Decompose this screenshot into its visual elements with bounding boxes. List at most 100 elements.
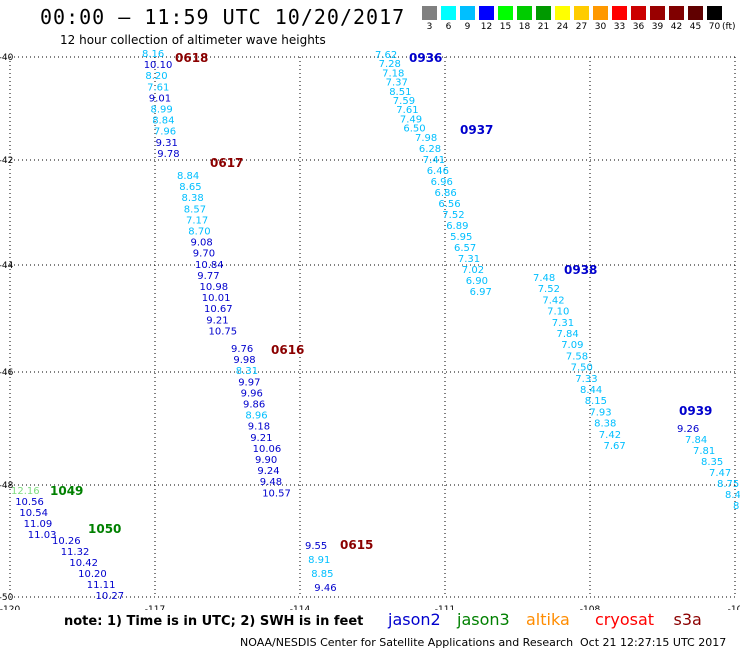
scale-label: 33 xyxy=(613,22,626,32)
wave-height-value: 7.37 xyxy=(386,78,408,89)
wave-height-value: 8.84 xyxy=(152,116,174,127)
wave-height-value: 8.42 xyxy=(725,490,740,501)
wave-height-value: 7.41 xyxy=(423,155,445,166)
scale-label: 24 xyxy=(556,22,569,32)
wave-height-value: 9.31 xyxy=(156,138,178,149)
scale-label: 3 xyxy=(426,22,433,32)
wave-height-value: 9.96 xyxy=(241,388,263,399)
wave-height-value: 7.93 xyxy=(589,407,611,418)
wave-height-value: 7.31 xyxy=(552,318,574,329)
wave-height-value: 8.05 xyxy=(733,501,740,512)
wave-height-value: 9.55 xyxy=(305,541,327,552)
wave-height-value: 11.32 xyxy=(61,547,90,558)
scale-swatch xyxy=(574,6,589,20)
legend-item-jason2: jason2 xyxy=(388,610,441,629)
footer-note: note: 1) Time is in UTC; 2) SWH is in fe… xyxy=(64,614,364,629)
scale-swatch xyxy=(669,6,684,20)
wave-height-value: 7.09 xyxy=(561,340,583,351)
scale-label: 27 xyxy=(575,22,588,32)
chart-subtitle: 12 hour collection of altimeter wave hei… xyxy=(60,33,326,47)
wave-height-value: 6.90 xyxy=(466,276,488,287)
latitude-label: -48 xyxy=(0,481,14,491)
wave-height-value: 7.98 xyxy=(415,133,437,144)
scale-label: 9 xyxy=(464,22,471,32)
wave-height-value: 7.48 xyxy=(533,273,555,284)
longitude-label: -111 xyxy=(435,605,455,610)
wave-height-value: 7.84 xyxy=(685,435,707,446)
legend-item-altika: altika xyxy=(526,610,570,629)
pass-time-label: 0617 xyxy=(210,156,243,170)
wave-height-value: 7.61 xyxy=(396,105,418,116)
scale-label: 39 xyxy=(651,22,664,32)
scale-swatch xyxy=(593,6,608,20)
wave-height-value: 6.86 xyxy=(435,188,457,199)
scale-swatch xyxy=(631,6,646,20)
wave-height-value: 9.76 xyxy=(231,344,253,355)
wave-height-value: 7.84 xyxy=(557,329,579,340)
wave-height-value: 8.31 xyxy=(236,366,258,377)
pass-time-label: 1049 xyxy=(50,484,83,498)
wave-height-value: 10.67 xyxy=(204,304,233,315)
wave-height-value: 5.95 xyxy=(450,232,472,243)
wave-height-value: 9.98 xyxy=(233,355,255,366)
scale-label: 42 xyxy=(670,22,683,32)
scale-label: 36 xyxy=(632,22,645,32)
wave-height-value: 9.24 xyxy=(257,466,279,477)
wave-height-value: 10.10 xyxy=(144,60,173,71)
wave-height-value: 8.57 xyxy=(184,204,206,215)
wave-height-value: 10.27 xyxy=(96,591,125,602)
footer: note: 1) Time is in UTC; 2) SWH is in fe… xyxy=(0,610,740,650)
scale-swatch xyxy=(688,6,703,20)
wave-height-value: 7.42 xyxy=(542,295,564,306)
wave-height-value: 8.35 xyxy=(701,457,723,468)
wave-height-value: 7.52 xyxy=(442,210,464,221)
scale-label: 12 xyxy=(480,22,493,32)
wave-height-value: 8.84 xyxy=(177,171,199,182)
longitude-label: -114 xyxy=(290,605,311,610)
wave-height-value: 7.50 xyxy=(571,363,593,374)
scale-swatch xyxy=(460,6,475,20)
legend-item-s3a: s3a xyxy=(673,610,702,629)
wave-height-value: 7.18 xyxy=(382,68,404,79)
wave-height-value: 8.51 xyxy=(389,87,411,98)
wave-height-value: 8.75 xyxy=(717,479,739,490)
scale-swatch xyxy=(479,6,494,20)
wave-height-value: 7.17 xyxy=(186,215,208,226)
pass-time-label: 1050 xyxy=(88,522,121,536)
wave-height-value: 6.28 xyxy=(419,144,441,155)
wave-height-value: 7.61 xyxy=(147,82,169,93)
scale-label: 18 xyxy=(518,22,531,32)
wave-height-value: 11.09 xyxy=(24,519,53,530)
longitude-label: -108 xyxy=(580,605,601,610)
pass-time-label: 0616 xyxy=(271,343,304,357)
wave-height-value: 6.96 xyxy=(431,177,453,188)
wave-height-value: 9.01 xyxy=(149,93,171,104)
scale-label: 70 xyxy=(708,22,721,32)
scale-label: 6 xyxy=(445,22,452,32)
wave-height-value: 9.78 xyxy=(157,149,179,160)
longitude-label: -120 xyxy=(0,605,20,610)
wave-height-value: 10.26 xyxy=(52,536,81,547)
wave-height-value: 7.33 xyxy=(575,374,597,385)
wave-height-value: 7.02 xyxy=(462,265,484,276)
wave-height-value: 7.52 xyxy=(538,284,560,295)
wave-height-value: 9.48 xyxy=(260,477,282,488)
pass-time-label: 0937 xyxy=(460,123,493,137)
wave-height-value: 10.98 xyxy=(200,282,229,293)
wave-height-value: 7.81 xyxy=(693,446,715,457)
pass-time-label: 0938 xyxy=(564,263,597,277)
wave-height-value: 9.18 xyxy=(248,422,270,433)
pass-time-label: 0936 xyxy=(409,51,442,65)
scale-label: 45 xyxy=(689,22,702,32)
scale-swatch xyxy=(536,6,551,20)
wave-height-value: 11.11 xyxy=(87,580,116,591)
wave-height-value: 11.03 xyxy=(28,530,57,541)
longitude-label: -10 xyxy=(728,605,740,610)
map-grid xyxy=(9,56,736,598)
wave-height-value: 8.20 xyxy=(145,71,167,82)
wave-height-value: 8.16 xyxy=(142,49,164,60)
generated-timestamp: Oct 21 12:27:15 UTC 2017 xyxy=(580,636,727,649)
scale-swatch xyxy=(441,6,456,20)
latitude-label: -46 xyxy=(0,368,14,378)
legend-item-jason3: jason3 xyxy=(457,610,510,629)
